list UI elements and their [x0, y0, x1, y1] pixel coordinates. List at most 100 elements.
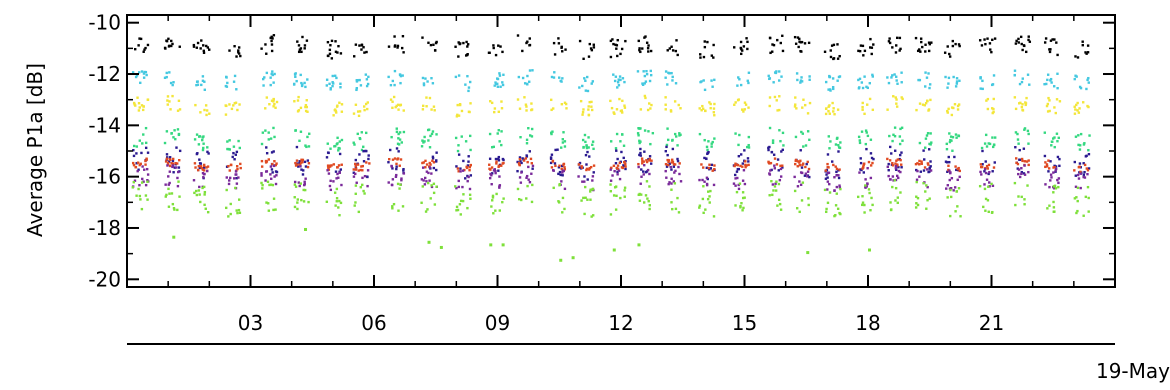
- data-point: [237, 139, 240, 143]
- data-point: [267, 158, 270, 161]
- data-point: [1051, 140, 1054, 143]
- data-point: [1022, 147, 1026, 150]
- data-point: [836, 79, 839, 82]
- data-point: [264, 129, 267, 132]
- data-point: [431, 157, 435, 160]
- data-point: [948, 160, 951, 164]
- data-point: [796, 78, 799, 82]
- data-point: [836, 57, 840, 60]
- data-point: [672, 163, 676, 166]
- data-point: [549, 156, 553, 159]
- data-point: [467, 89, 470, 93]
- data-point: [206, 169, 209, 173]
- data-point: [836, 108, 840, 111]
- data-point: [420, 145, 424, 148]
- data-point: [616, 38, 619, 42]
- data-point: [890, 76, 893, 79]
- data-point: [587, 108, 590, 111]
- data-point: [583, 185, 587, 189]
- data-point: [709, 189, 712, 193]
- data-point: [650, 103, 653, 107]
- data-point: [795, 107, 798, 110]
- data-point: [1027, 132, 1030, 136]
- data-point: [648, 204, 651, 207]
- data-point: [768, 77, 771, 81]
- data-point: [469, 102, 472, 105]
- data-point: [735, 190, 739, 194]
- data-point: [771, 139, 775, 142]
- data-point: [709, 106, 712, 110]
- data-point: [834, 214, 837, 217]
- data-point: [708, 163, 711, 166]
- data-point: [794, 162, 797, 166]
- data-point: [336, 51, 339, 54]
- data-point: [869, 138, 873, 141]
- data-point: [354, 168, 358, 171]
- data-point: [326, 40, 330, 44]
- data-point: [362, 145, 365, 148]
- data-point: [1026, 73, 1030, 76]
- data-point: [979, 76, 982, 79]
- data-point: [166, 99, 169, 102]
- data-point: [358, 153, 361, 156]
- data-point: [528, 44, 531, 47]
- data-point: [639, 154, 642, 157]
- data-point: [700, 109, 703, 112]
- data-point: [297, 95, 300, 99]
- data-point: [699, 53, 702, 56]
- data-point: [299, 130, 303, 133]
- data-point: [827, 135, 830, 138]
- data-point: [205, 44, 208, 48]
- data-point: [679, 107, 682, 110]
- data-point: [339, 168, 343, 171]
- data-point: [895, 105, 899, 108]
- data-point: [698, 132, 702, 136]
- data-point: [746, 157, 750, 160]
- data-point: [747, 160, 750, 163]
- data-point: [861, 195, 864, 198]
- data-point: [489, 100, 492, 103]
- data-point: [356, 132, 359, 136]
- data-point: [775, 163, 779, 166]
- data-point: [738, 182, 742, 185]
- data-point: [734, 132, 737, 135]
- data-point: [391, 100, 394, 103]
- data-point: [945, 142, 948, 146]
- data-point: [581, 138, 585, 142]
- data-point: [740, 202, 743, 205]
- data-point: [140, 181, 144, 184]
- data-point: [991, 136, 994, 139]
- data-point: [802, 162, 805, 165]
- data-point: [650, 159, 653, 162]
- data-point: [398, 131, 402, 134]
- data-point: [891, 161, 894, 165]
- data-point: [742, 169, 746, 172]
- data-point: [835, 167, 839, 171]
- data-point: [623, 186, 627, 189]
- data-point: [550, 131, 553, 135]
- data-point: [466, 43, 470, 46]
- data-point: [1023, 203, 1026, 206]
- data-point: [298, 48, 302, 51]
- data-point: [670, 161, 674, 164]
- data-point: [174, 137, 177, 141]
- data-point: [531, 183, 534, 187]
- data-point: [228, 169, 231, 172]
- data-point: [955, 190, 958, 193]
- data-point: [988, 181, 991, 184]
- data-point: [1049, 173, 1053, 176]
- data-point: [861, 86, 865, 90]
- data-point: [767, 74, 770, 78]
- data-point: [637, 134, 640, 137]
- data-point: [139, 198, 142, 201]
- data-point: [713, 78, 716, 82]
- data-point: [468, 165, 472, 169]
- data-point: [835, 192, 838, 195]
- data-point: [236, 211, 239, 215]
- data-point: [666, 138, 670, 142]
- data-point: [1013, 96, 1017, 99]
- data-point: [1046, 207, 1049, 210]
- data-point: [798, 180, 801, 183]
- data-point: [421, 36, 424, 39]
- data-point: [1047, 159, 1050, 162]
